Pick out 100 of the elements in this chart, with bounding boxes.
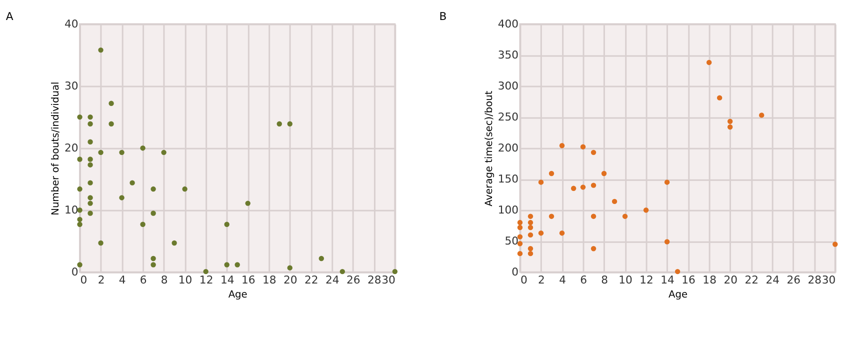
y-tick-label: 100	[498, 204, 519, 217]
point	[150, 210, 156, 216]
y-axis-title: Average time(sec)/bout	[484, 90, 495, 206]
point	[528, 220, 534, 226]
point	[548, 170, 554, 176]
x-tick-label: 22	[744, 274, 758, 286]
y-tick-label: 30	[64, 79, 78, 92]
point	[559, 143, 565, 148]
point	[150, 186, 156, 192]
point	[528, 214, 534, 219]
point	[77, 114, 82, 120]
x-tick-label: 14	[660, 274, 675, 286]
x-tick-label: 14	[220, 274, 234, 286]
x-axis-title: Age	[668, 289, 688, 300]
x-tick-label: 28	[368, 274, 382, 286]
point	[517, 234, 523, 240]
point	[224, 222, 230, 227]
x-tick-label: 16	[241, 274, 256, 286]
x-tick-label: 16	[682, 274, 696, 286]
point	[517, 224, 523, 230]
point	[590, 182, 596, 188]
point	[643, 208, 649, 213]
point	[77, 186, 82, 192]
point	[88, 139, 93, 144]
point	[517, 250, 523, 256]
point	[287, 265, 292, 270]
x-tick-label: 10	[178, 274, 192, 286]
x-tick-label: 6	[140, 274, 147, 286]
point	[150, 256, 156, 262]
point	[664, 239, 670, 244]
x-tick-label: 6	[580, 274, 588, 286]
point	[77, 216, 82, 222]
point	[140, 222, 146, 227]
x-tick-label: 18	[262, 274, 276, 286]
y-tick-label: 150	[498, 172, 519, 186]
point	[517, 220, 523, 226]
x-tick-label: 30	[822, 274, 836, 286]
point	[318, 256, 324, 262]
point	[590, 150, 596, 156]
point	[98, 240, 104, 246]
chart-title: A	[6, 10, 14, 24]
point	[119, 150, 124, 156]
x-tick-label: 26	[346, 274, 360, 286]
x-tick-label: 4	[559, 274, 566, 286]
point	[727, 124, 733, 130]
y-tick-label: 10	[64, 204, 78, 217]
y-tick-label: 250	[498, 110, 519, 124]
point	[88, 195, 93, 200]
point	[392, 268, 398, 274]
x-tick-label: 0	[520, 274, 528, 286]
point	[88, 156, 93, 162]
x-tick-label: 2	[538, 274, 545, 286]
point	[88, 200, 93, 206]
point	[590, 214, 596, 219]
point	[161, 150, 166, 156]
y-tick-label: 200	[498, 142, 519, 155]
x-tick-label: 24	[325, 274, 340, 286]
point	[548, 214, 554, 219]
point	[245, 200, 250, 206]
point	[528, 232, 534, 238]
point	[758, 112, 764, 118]
point	[140, 145, 146, 151]
point	[88, 121, 93, 126]
point	[570, 186, 576, 192]
point	[287, 121, 292, 126]
point	[538, 230, 544, 236]
point	[832, 242, 838, 247]
x-tick-label: 12	[199, 274, 214, 286]
y-tick-label: 40	[64, 17, 78, 30]
point	[88, 210, 93, 216]
point	[224, 262, 230, 268]
point	[716, 95, 722, 100]
point	[98, 150, 104, 156]
point	[172, 240, 177, 246]
point	[77, 208, 82, 213]
x-tick-label: 30	[382, 274, 396, 286]
x-tick-label: 22	[304, 274, 318, 286]
point	[706, 60, 712, 66]
point	[119, 195, 124, 200]
x-tick-label: 24	[766, 274, 780, 286]
x-tick-label: 10	[618, 274, 633, 286]
x-tick-label: 12	[640, 274, 654, 286]
point	[88, 114, 93, 120]
x-tick-label: 8	[601, 274, 608, 286]
y-tick-label: 400	[498, 17, 519, 30]
point	[622, 214, 628, 219]
point	[664, 180, 670, 185]
point	[674, 268, 680, 274]
point	[203, 268, 208, 274]
y-tick-label: 50	[504, 234, 519, 248]
x-tick-label: 18	[702, 274, 717, 286]
point	[77, 262, 82, 268]
point	[276, 121, 282, 126]
point	[88, 162, 93, 168]
point	[612, 198, 618, 204]
point	[108, 121, 114, 126]
point	[590, 246, 596, 252]
chart-title: B	[439, 10, 447, 24]
point	[528, 224, 534, 230]
point	[528, 246, 534, 252]
